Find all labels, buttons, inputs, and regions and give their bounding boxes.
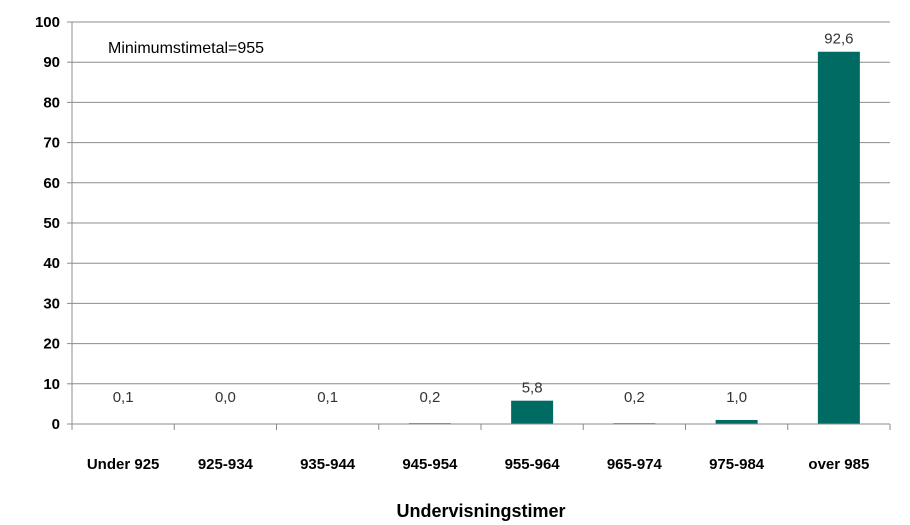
x-tick-label: 965-974 — [607, 456, 663, 473]
chart-annotation: Minimumstimetal=955 — [108, 40, 264, 57]
data-label: 0,2 — [624, 389, 645, 406]
x-axis-title: Undervisningstimer — [396, 501, 565, 521]
bars — [102, 51, 860, 425]
data-label: 0,1 — [317, 389, 338, 406]
y-tick-label: 20 — [43, 336, 60, 353]
y-tick-label: 80 — [43, 94, 60, 111]
y-axis-ticks: 0 10 20 30 40 50 60 70 80 90 100 — [35, 14, 72, 433]
x-tick-label: 925-934 — [198, 456, 254, 473]
data-label: 1,0 — [726, 389, 747, 406]
data-label: 0,2 — [419, 389, 440, 406]
data-label: 0,1 — [113, 389, 134, 406]
y-tick-label: 70 — [43, 135, 60, 152]
data-label: 0,0 — [215, 389, 236, 406]
data-label: 92,6 — [824, 31, 853, 48]
x-tick-label: Under 925 — [87, 456, 160, 473]
y-tick-label: 60 — [43, 175, 60, 192]
y-tick-label: 30 — [43, 295, 60, 312]
data-labels: 0,1 0,0 0,1 0,2 5,8 0,2 1,0 92,6 — [113, 31, 854, 406]
bar — [715, 419, 758, 424]
bar — [511, 400, 554, 424]
x-tick-label: 945-954 — [402, 456, 458, 473]
x-tick-label: 935-944 — [300, 456, 356, 473]
bar — [817, 51, 860, 425]
y-tick-label: 10 — [43, 376, 60, 393]
y-tick-label: 50 — [43, 215, 60, 232]
y-tick-label: 100 — [35, 14, 60, 31]
x-tick-label: 975-984 — [709, 456, 765, 473]
y-tick-label: 90 — [43, 54, 60, 71]
x-axis-ticks: Under 925 925-934 935-944 945-954 955-964 965… — [71, 424, 891, 473]
y-tick-label: 40 — [43, 255, 60, 272]
y-tick-label: 0 — [52, 416, 60, 433]
x-tick-label: over 985 — [808, 456, 869, 473]
gridlines — [72, 21, 890, 385]
data-label: 5,8 — [522, 380, 543, 397]
x-tick-label: 955-964 — [505, 456, 561, 473]
